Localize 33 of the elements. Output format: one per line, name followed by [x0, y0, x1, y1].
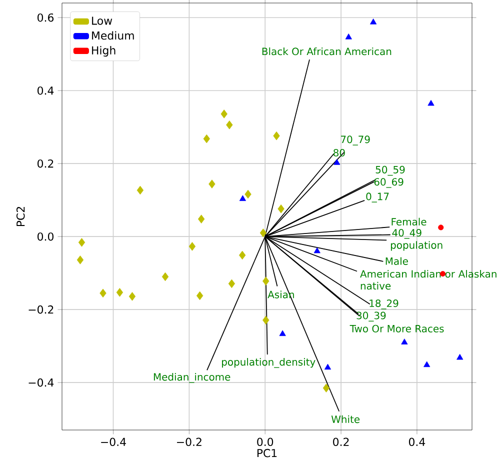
series-label: population — [390, 241, 442, 251]
series-label: Male — [386, 257, 408, 265]
series-label: White — [331, 415, 360, 424]
x-tick-label: −0.2 — [177, 438, 202, 446]
y-tick-label: −0.2 — [28, 305, 54, 314]
legend-label: High — [92, 46, 116, 57]
series-label: population_density — [222, 358, 316, 368]
legend-label: Low — [92, 16, 112, 25]
legend-label: Medium — [92, 31, 134, 40]
y-tick-label: 0.4 — [38, 86, 54, 95]
series-label: 80 — [334, 148, 345, 156]
x-tick-label: 0.2 — [333, 438, 349, 446]
series-label: 50_59 — [376, 166, 405, 176]
y-axis-title: PC2 — [16, 206, 25, 226]
series-label: Female — [392, 218, 426, 226]
x-tick-label: 0.4 — [408, 438, 426, 446]
series-label: 0_17 — [366, 192, 389, 202]
series-label: 40_49 — [392, 229, 422, 239]
series-label: Black Or African American — [262, 47, 392, 56]
series-label: 18_29 — [370, 300, 398, 310]
series-label: Two Or More Races — [350, 324, 444, 332]
series-label: American Indian or Alaskan native — [360, 270, 496, 290]
x-tick-label: 0.0 — [257, 438, 274, 446]
x-axis-title: PC1 — [257, 448, 277, 458]
series-label: 60_69 — [374, 178, 404, 188]
series-label: 70_79 — [340, 136, 370, 146]
y-tick-label: 0.2 — [38, 159, 54, 168]
y-tick-label: 0.6 — [38, 13, 54, 22]
series-label: 30_39 — [356, 312, 386, 322]
y-tick-label: 0.0 — [38, 232, 54, 241]
series-label: Median_income — [154, 372, 230, 383]
y-tick-label: −0.4 — [28, 378, 54, 387]
x-tick-label: −0.4 — [101, 438, 126, 446]
